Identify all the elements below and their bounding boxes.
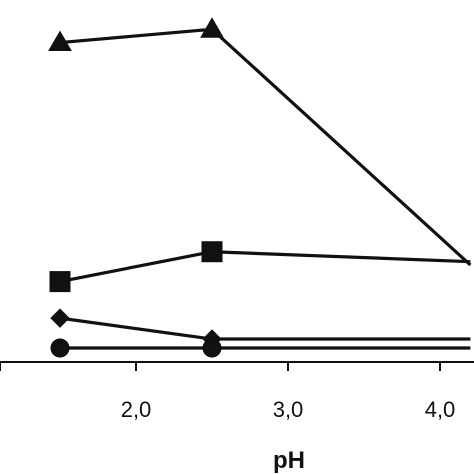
triangle-marker xyxy=(200,17,224,38)
triangle-marker xyxy=(48,30,72,52)
series-layer xyxy=(48,17,472,358)
series-diamond xyxy=(50,308,471,349)
series-triangle xyxy=(48,17,472,267)
series-line-diamond xyxy=(59,316,471,341)
series-line-square xyxy=(59,250,471,284)
x-tick-label: 3,0 xyxy=(273,397,304,422)
series-circle xyxy=(50,338,471,358)
x-tick-label: 2,0 xyxy=(121,397,152,422)
x-ticks: 2,0 3,0 4,0 xyxy=(0,362,455,422)
series-line-triangle xyxy=(59,27,472,267)
circle-marker xyxy=(50,338,70,358)
x-axis-title: pH xyxy=(273,447,305,474)
circle-marker xyxy=(202,338,222,358)
diamond-marker xyxy=(50,308,70,328)
series-square xyxy=(49,241,471,293)
square-marker xyxy=(201,241,223,263)
axes: 2,0 3,0 4,0 pH xyxy=(0,361,474,474)
x-tick-label: 4,0 xyxy=(425,397,456,422)
square-marker xyxy=(49,271,71,293)
